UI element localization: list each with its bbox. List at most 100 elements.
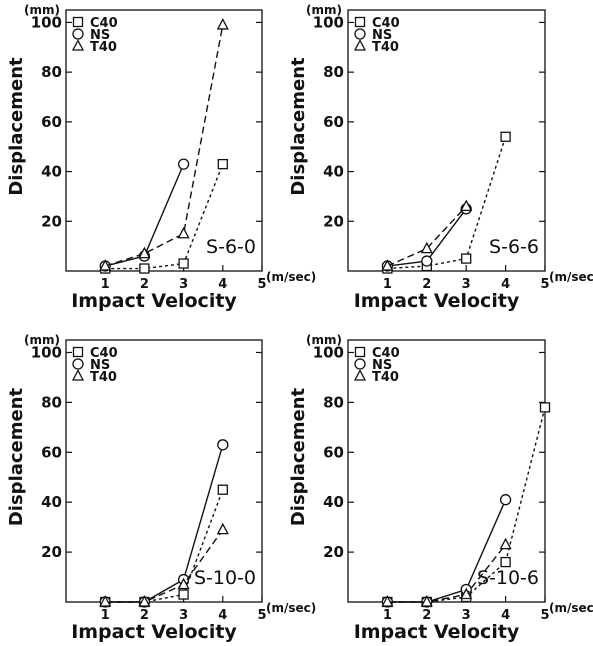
y-tick-label: 80: [323, 63, 344, 81]
x-tick-label: 5: [540, 608, 549, 623]
data-point-t40: [460, 587, 473, 600]
panel-tag: S-6-6: [489, 236, 539, 258]
x-tick-label: 1: [383, 277, 392, 292]
x-tick-label: 5: [540, 277, 549, 292]
data-point-t40: [138, 246, 151, 259]
y-tick-label: 80: [323, 393, 344, 411]
data-point-t40: [381, 595, 394, 607]
y-unit-label: (mm): [24, 3, 60, 17]
plot-frame: [65, 9, 263, 272]
legend-marker-t40: [353, 369, 367, 381]
y-tick-label: 20: [41, 212, 62, 230]
data-point-ns: [421, 255, 433, 267]
series-line-ns: [387, 499, 507, 603]
y-tick-label: 100: [31, 343, 62, 361]
chart-panel-3: 20 40 60 80 100 1 2 3 4 5 (mm) (m/sec) Displacement I…: [6, 333, 316, 643]
x-tick-label: 2: [422, 608, 431, 623]
data-point-t40: [177, 226, 190, 239]
x-tick-label: 1: [101, 608, 110, 623]
data-point-t40: [460, 199, 473, 212]
x-tick-label: 1: [383, 608, 392, 623]
y-tick-label: 60: [323, 113, 344, 131]
y-tick-label: 100: [313, 343, 344, 361]
legend-label-ns: NS: [372, 358, 392, 373]
plot-frame: [347, 339, 546, 603]
panel-tag: S-10-0: [194, 567, 256, 589]
x-tick-label: 3: [179, 277, 188, 292]
y-unit-label: (mm): [306, 3, 342, 17]
x-axis-title: Impact Velocity: [71, 290, 237, 312]
chart-panel-1: 20 40 60 80 100 1 2 3 4 5 (mm) (m/sec) Displacement I…: [6, 3, 316, 312]
legend-marker-c40: [354, 16, 366, 28]
x-tick-label: 3: [462, 608, 471, 623]
series-line-t40: [105, 529, 224, 603]
series-line-t40: [387, 544, 507, 603]
data-point-c40: [178, 258, 189, 269]
legend-marker-t40: [353, 39, 367, 51]
legend-label-c40: C40: [372, 346, 400, 361]
legend-label-c40: C40: [372, 16, 400, 31]
data-point-c40: [500, 131, 511, 142]
x-axis-title: Impact Velocity: [354, 621, 520, 643]
y-tick-label: 60: [41, 443, 62, 461]
y-axis-title: Displacement: [288, 387, 309, 526]
legend-marker-c40: [72, 16, 84, 28]
chart-panel-2: 20 40 60 80 100 1 2 3 4 5 (mm) (m/sec) Displacement I…: [288, 3, 593, 312]
y-tick-label: 60: [323, 443, 344, 461]
data-point-t40: [177, 577, 190, 590]
data-point-c40: [461, 253, 472, 264]
legend-marker-ns: [354, 28, 366, 40]
data-point-t40: [138, 595, 151, 607]
x-tick-label: 2: [422, 277, 431, 292]
x-unit-label: (m/sec): [549, 270, 593, 284]
legend-label-ns: NS: [90, 358, 110, 373]
x-tick-label: 4: [218, 277, 227, 292]
y-tick-label: 80: [41, 63, 62, 81]
legend-label-t40: T40: [90, 370, 117, 385]
data-point-t40: [99, 595, 112, 607]
chart-panel-4: 20 40 60 80 100 1 2 3 4 5 (mm) (m/sec) Displacement I…: [288, 333, 593, 643]
y-tick-label: 40: [323, 493, 344, 511]
panel-tag: S-6-0: [206, 236, 256, 258]
x-tick-label: 3: [179, 608, 188, 623]
x-unit-label: (m/sec): [549, 601, 593, 615]
legend-marker-c40: [72, 346, 84, 358]
legend-label-ns: NS: [372, 28, 392, 43]
series-line-t40: [387, 205, 467, 267]
data-point-c40: [217, 484, 228, 495]
data-point-t40: [420, 595, 433, 607]
y-unit-label: (mm): [306, 333, 342, 347]
data-point-t40: [420, 241, 433, 254]
x-axis-title: Impact Velocity: [354, 290, 520, 312]
x-axis-title: Impact Velocity: [71, 621, 237, 643]
data-point-t40: [499, 537, 512, 550]
x-tick-label: 2: [140, 608, 149, 623]
y-axis-title: Displacement: [288, 57, 309, 196]
data-point-t40: [216, 18, 229, 30]
y-tick-label: 100: [31, 13, 62, 31]
y-tick-label: 20: [323, 212, 344, 230]
series-line-c40: [387, 136, 507, 270]
legend-marker-ns: [354, 358, 366, 370]
data-point-c40: [539, 402, 551, 413]
data-point-ns: [217, 439, 229, 451]
x-tick-label: 2: [140, 277, 149, 292]
y-unit-label: (mm): [24, 333, 60, 347]
y-tick-label: 40: [41, 493, 62, 511]
legend-label-c40: C40: [90, 16, 118, 31]
data-point-c40: [178, 589, 189, 600]
x-unit-label: (m/sec): [266, 601, 316, 615]
data-point-t40: [381, 259, 394, 271]
data-point-t40: [216, 522, 229, 535]
series-line-t40: [104, 24, 224, 267]
x-unit-label: (m/sec): [266, 270, 316, 284]
y-axis-title: Displacement: [6, 387, 27, 526]
data-point-t40: [99, 259, 112, 271]
x-tick-label: 1: [101, 277, 110, 292]
data-point-c40: [217, 158, 228, 170]
legend-label-t40: T40: [372, 40, 399, 55]
legend-marker-t40: [71, 39, 85, 51]
x-tick-label: 4: [218, 608, 227, 623]
legend-marker-c40: [354, 346, 366, 358]
data-point-c40: [500, 556, 511, 568]
